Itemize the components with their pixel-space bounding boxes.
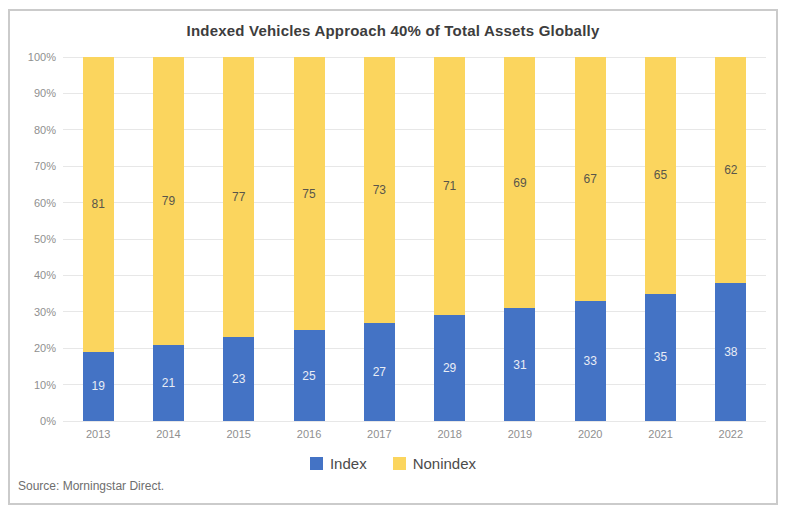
y-tick-label: 80% — [34, 124, 56, 136]
stacked-bar: 77 23 — [223, 57, 254, 421]
nonindex-value-label: 69 — [513, 176, 526, 190]
nonindex-segment: 62 — [715, 57, 746, 283]
nonindex-segment: 65 — [645, 57, 676, 294]
nonindex-value-label: 75 — [302, 187, 315, 201]
bar-column: 73272017 — [344, 57, 414, 421]
stacked-bar: 73 27 — [364, 57, 395, 421]
nonindex-segment: 81 — [83, 57, 114, 352]
y-tick-label: 70% — [34, 160, 56, 172]
y-tick-label: 60% — [34, 197, 56, 209]
x-tick-label: 2022 — [676, 428, 786, 440]
nonindex-value-label: 81 — [91, 197, 104, 211]
legend-label: Nonindex — [413, 455, 476, 472]
nonindex-value-label: 65 — [654, 168, 667, 182]
stacked-bar: 65 35 — [645, 57, 676, 421]
bar-column: 69312019 — [485, 57, 555, 421]
y-tick-label: 40% — [34, 269, 56, 281]
nonindex-value-label: 71 — [443, 179, 456, 193]
source-note: Source: Morningstar Direct. — [18, 479, 164, 493]
y-axis: 100%90%80%70%60%50%40%30%20%10%0% — [10, 57, 58, 421]
bar-column: 67332020 — [555, 57, 625, 421]
index-value-label: 38 — [724, 345, 737, 359]
nonindex-value-label: 62 — [724, 163, 737, 177]
plot-area: 8119201379212014772320157525201673272017… — [63, 57, 766, 421]
index-segment: 19 — [83, 352, 114, 421]
index-segment: 31 — [504, 308, 535, 421]
chart-title: Indexed Vehicles Approach 40% of Total A… — [10, 22, 776, 39]
index-value-label: 19 — [91, 379, 104, 393]
stacked-bar: 79 21 — [153, 57, 184, 421]
index-swatch-icon — [310, 457, 323, 470]
nonindex-value-label: 67 — [584, 172, 597, 186]
chart-card: Indexed Vehicles Approach 40% of Total A… — [8, 9, 778, 505]
index-value-label: 27 — [373, 365, 386, 379]
index-value-label: 29 — [443, 361, 456, 375]
bar-column: 62382022 — [696, 57, 766, 421]
y-tick-label: 30% — [34, 306, 56, 318]
index-segment: 23 — [223, 337, 254, 421]
nonindex-segment: 75 — [294, 57, 325, 330]
bar-column: 75252016 — [274, 57, 344, 421]
index-segment: 29 — [434, 315, 465, 421]
y-tick-label: 100% — [28, 51, 56, 63]
bar-column: 81192013 — [63, 57, 133, 421]
nonindex-value-label: 77 — [232, 190, 245, 204]
bar-column: 71292018 — [414, 57, 484, 421]
bar-column: 65352021 — [625, 57, 695, 421]
y-tick-label: 90% — [34, 87, 56, 99]
index-value-label: 21 — [162, 376, 175, 390]
index-value-label: 23 — [232, 372, 245, 386]
bar-column: 77232015 — [204, 57, 274, 421]
bar-column: 79212014 — [133, 57, 203, 421]
y-tick-label: 0% — [40, 415, 56, 427]
legend: Index Nonindex — [10, 455, 776, 472]
index-segment: 35 — [645, 294, 676, 421]
index-segment: 38 — [715, 283, 746, 421]
nonindex-segment: 71 — [434, 57, 465, 315]
stacked-bar: 67 33 — [575, 57, 606, 421]
index-value-label: 35 — [654, 350, 667, 364]
nonindex-segment: 73 — [364, 57, 395, 323]
index-segment: 21 — [153, 345, 184, 421]
index-value-label: 33 — [584, 354, 597, 368]
index-segment: 33 — [575, 301, 606, 421]
index-segment: 27 — [364, 323, 395, 421]
legend-item-nonindex: Nonindex — [393, 455, 476, 472]
chart-figure: Indexed Vehicles Approach 40% of Total A… — [0, 0, 788, 512]
legend-item-index: Index — [310, 455, 367, 472]
y-tick-label: 10% — [34, 379, 56, 391]
nonindex-value-label: 73 — [373, 183, 386, 197]
legend-label: Index — [330, 455, 367, 472]
nonindex-segment: 67 — [575, 57, 606, 301]
stacked-bar: 69 31 — [504, 57, 535, 421]
nonindex-segment: 77 — [223, 57, 254, 337]
nonindex-segment: 79 — [153, 57, 184, 345]
nonindex-segment: 69 — [504, 57, 535, 308]
y-tick-label: 50% — [34, 233, 56, 245]
stacked-bar: 71 29 — [434, 57, 465, 421]
index-segment: 25 — [294, 330, 325, 421]
y-tick-label: 20% — [34, 342, 56, 354]
stacked-bar: 81 19 — [83, 57, 114, 421]
index-value-label: 25 — [302, 369, 315, 383]
stacked-bar: 75 25 — [294, 57, 325, 421]
nonindex-swatch-icon — [393, 457, 406, 470]
nonindex-value-label: 79 — [162, 194, 175, 208]
stacked-bar: 62 38 — [715, 57, 746, 421]
index-value-label: 31 — [513, 358, 526, 372]
bar-columns: 8119201379212014772320157525201673272017… — [63, 57, 766, 421]
